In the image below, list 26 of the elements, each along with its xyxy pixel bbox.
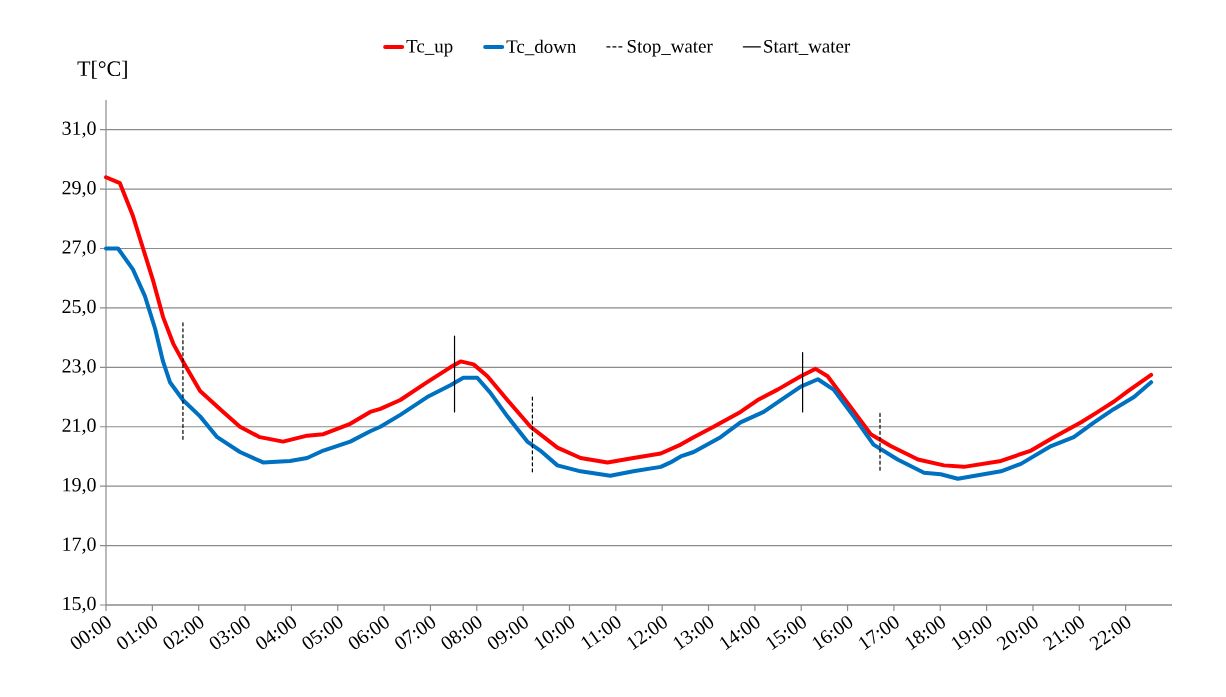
y-tick-label: 31,0 xyxy=(62,121,96,138)
x-tick-label: 06:00 xyxy=(348,616,389,649)
x-tick-label: 01:00 xyxy=(117,616,158,649)
line-series xyxy=(104,246,1154,481)
y-axis-title: T[°C] xyxy=(77,60,127,79)
x-tick-label: 00:00 xyxy=(70,616,111,649)
y-tick-label: 23,0 xyxy=(62,359,96,376)
x-tick-label: 07:00 xyxy=(395,616,436,649)
x-tick-label: 09:00 xyxy=(487,616,528,649)
y-tick-label: 29,0 xyxy=(62,180,96,198)
x-tick-label: 02:00 xyxy=(163,616,204,649)
y-tick-label: 21,0 xyxy=(62,418,96,435)
y-tick-label: 27,0 xyxy=(62,240,96,257)
x-tick-label: 04:00 xyxy=(256,616,297,649)
y-tick-label: 25,0 xyxy=(62,299,96,317)
x-tick-label: 05:00 xyxy=(302,616,343,649)
x-tick-label: 03:00 xyxy=(209,616,250,649)
legend-label: Start_water xyxy=(764,39,851,55)
legend-label: Tc_up xyxy=(406,40,453,57)
y-tick-label: 17,0 xyxy=(63,537,96,554)
legend-label: Tc_down xyxy=(506,39,577,56)
legend-label: Stop_water xyxy=(627,39,713,57)
y-tick-label: 15,0 xyxy=(63,596,96,614)
y-tick-label: 19,0 xyxy=(63,478,96,495)
line-series xyxy=(104,175,1154,469)
x-tick-label: 08:00 xyxy=(441,616,482,649)
